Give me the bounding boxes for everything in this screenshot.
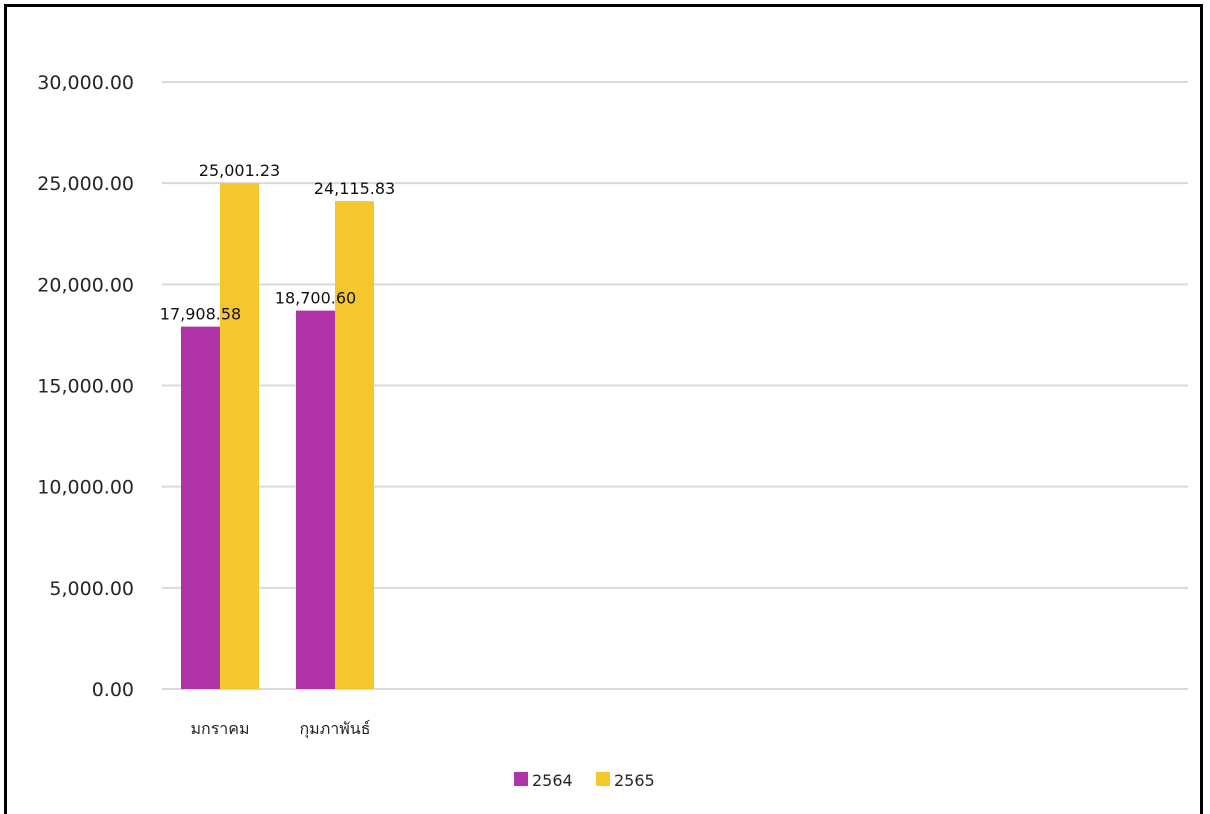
data-label: 25,001.23 <box>199 161 280 180</box>
y-axis-tick-labels: 0.00 5,000.00 10,000.00 15,000.00 20,000.00 2… <box>37 72 134 701</box>
bar-2565-1 <box>220 183 259 689</box>
legend-swatch-2565 <box>596 772 610 786</box>
data-label: 17,908.58 <box>160 305 241 324</box>
category-label: กุมภาพันธ์ <box>299 719 370 739</box>
x-axis-category-labels: มกราคม กุมภาพันธ์ <box>190 719 370 739</box>
bars <box>181 183 374 689</box>
y-tick-label: 15,000.00 <box>37 376 134 398</box>
category-label: มกราคม <box>190 719 249 738</box>
legend-label-2564: 2564 <box>532 771 573 790</box>
bar-2565-2 <box>335 201 374 689</box>
legend-swatch-2564 <box>514 772 528 786</box>
data-label: 18,700.60 <box>275 289 356 308</box>
legend-label-2565: 2565 <box>614 771 655 790</box>
y-tick-label: 20,000.00 <box>37 274 134 296</box>
data-labels: 17,908.58 25,001.23 18,700.60 24,115.83 <box>160 161 395 324</box>
y-tick-label: 0.00 <box>92 679 134 701</box>
y-tick-label: 25,000.00 <box>37 173 134 195</box>
y-tick-label: 5,000.00 <box>49 578 134 600</box>
y-tick-label: 30,000.00 <box>37 72 134 94</box>
y-tick-label: 10,000.00 <box>37 477 134 499</box>
legend: 2564 2565 <box>514 771 655 790</box>
data-label: 24,115.83 <box>314 179 395 198</box>
bar-2564-2 <box>296 310 335 689</box>
bar-2564-1 <box>181 326 220 689</box>
